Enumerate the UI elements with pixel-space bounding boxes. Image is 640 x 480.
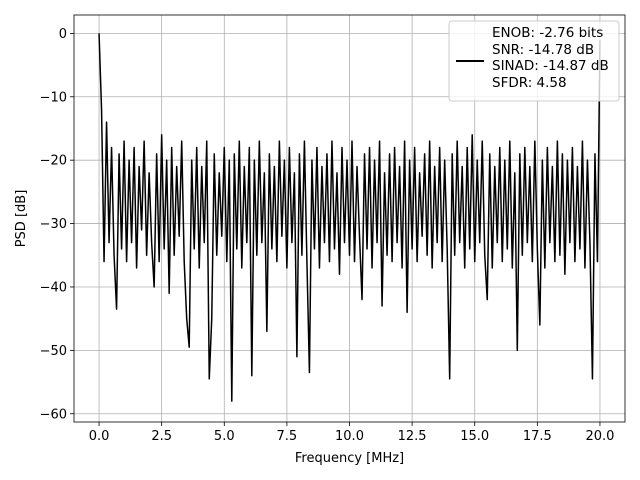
y-tick-label: −10 <box>40 90 67 105</box>
x-tick-label: 15.0 <box>460 429 489 444</box>
x-tick-label: 7.5 <box>277 429 298 444</box>
x-tick-label: 2.5 <box>151 429 172 444</box>
legend-label: ENOB: -2.76 bits SNR: -14.78 dB SINAD: -… <box>492 25 609 91</box>
y-tick-label: −60 <box>40 407 67 422</box>
y-tick-label: 0 <box>59 27 67 42</box>
y-tick-label: −40 <box>40 280 67 295</box>
data-line <box>98 33 601 402</box>
x-tick-label: 10.0 <box>335 429 364 444</box>
legend-box <box>448 20 620 102</box>
y-tick-label: −50 <box>40 344 67 359</box>
x-tick-label: 12.5 <box>398 429 427 444</box>
x-tick-label: 5.0 <box>214 429 235 444</box>
x-axis-label: Frequency [MHz] <box>295 451 404 466</box>
x-tick-label: 20.0 <box>585 429 614 444</box>
y-tick-label: −30 <box>40 217 67 232</box>
y-axis-label: PSD [dB] <box>14 190 29 248</box>
x-tick-label: 17.5 <box>523 429 552 444</box>
y-tick-label: −20 <box>40 154 67 169</box>
axes-frame <box>73 14 626 423</box>
x-tick-label: 0.0 <box>89 429 110 444</box>
